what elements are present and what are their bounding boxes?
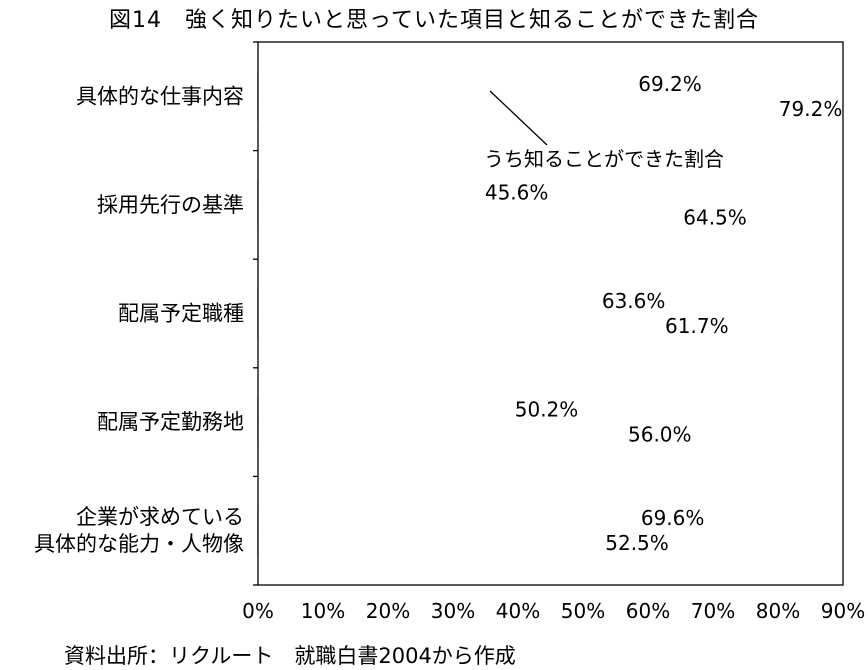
category-label: 企業が求めている [76,505,244,529]
x-tick-label: 10% [301,599,345,623]
data-label-known: 45.6% [485,180,549,204]
category-label: 配属予定勤務地 [97,410,244,434]
x-tick-label: 80% [756,599,800,623]
data-label-known: 50.2% [515,398,579,422]
chart-title: 図14 強く知りたいと思っていた項目と知ることができた割合 [109,8,759,33]
data-label-known: 69.2% [638,72,702,96]
annotation: うち知ることができた割合 [484,90,724,171]
x-tick-label: 40% [496,599,540,623]
x-tick-label: 60% [626,599,670,623]
labels: 0% 10% 20% 30% 40% 50% 60% 70% 80% 90% 69.2% 79.2% 具… [34,72,865,623]
x-tick-label: 20% [366,599,410,623]
x-tick-label: 50% [561,599,605,623]
source-note: 資料出所：リクルート 就職白書2004から作成 [64,644,516,668]
data-label-wanted: 79.2% [779,97,843,121]
data-label-known: 69.6% [641,506,705,530]
x-tick-label: 0% [242,599,274,623]
data-label-wanted: 56.0% [628,423,692,447]
category-label: 具体的な仕事内容 [76,84,244,108]
data-label-wanted: 64.5% [683,205,747,229]
category-label: 具体的な能力・人物像 [34,532,244,556]
annotation-leader-line [489,90,548,146]
category-label: 採用先行の基準 [97,193,244,217]
x-tick-label: 30% [431,599,475,623]
data-label-wanted: 52.5% [605,531,669,555]
x-tick-label: 70% [691,599,735,623]
plot-frame [257,41,844,586]
annotation-label: うち知ることができた割合 [484,147,724,171]
data-label-known: 63.6% [602,289,666,313]
axes [253,41,844,586]
x-tick-label: 90% [821,599,865,623]
data-label-wanted: 61.7% [665,314,729,338]
category-label: 配属予定職種 [118,302,244,326]
